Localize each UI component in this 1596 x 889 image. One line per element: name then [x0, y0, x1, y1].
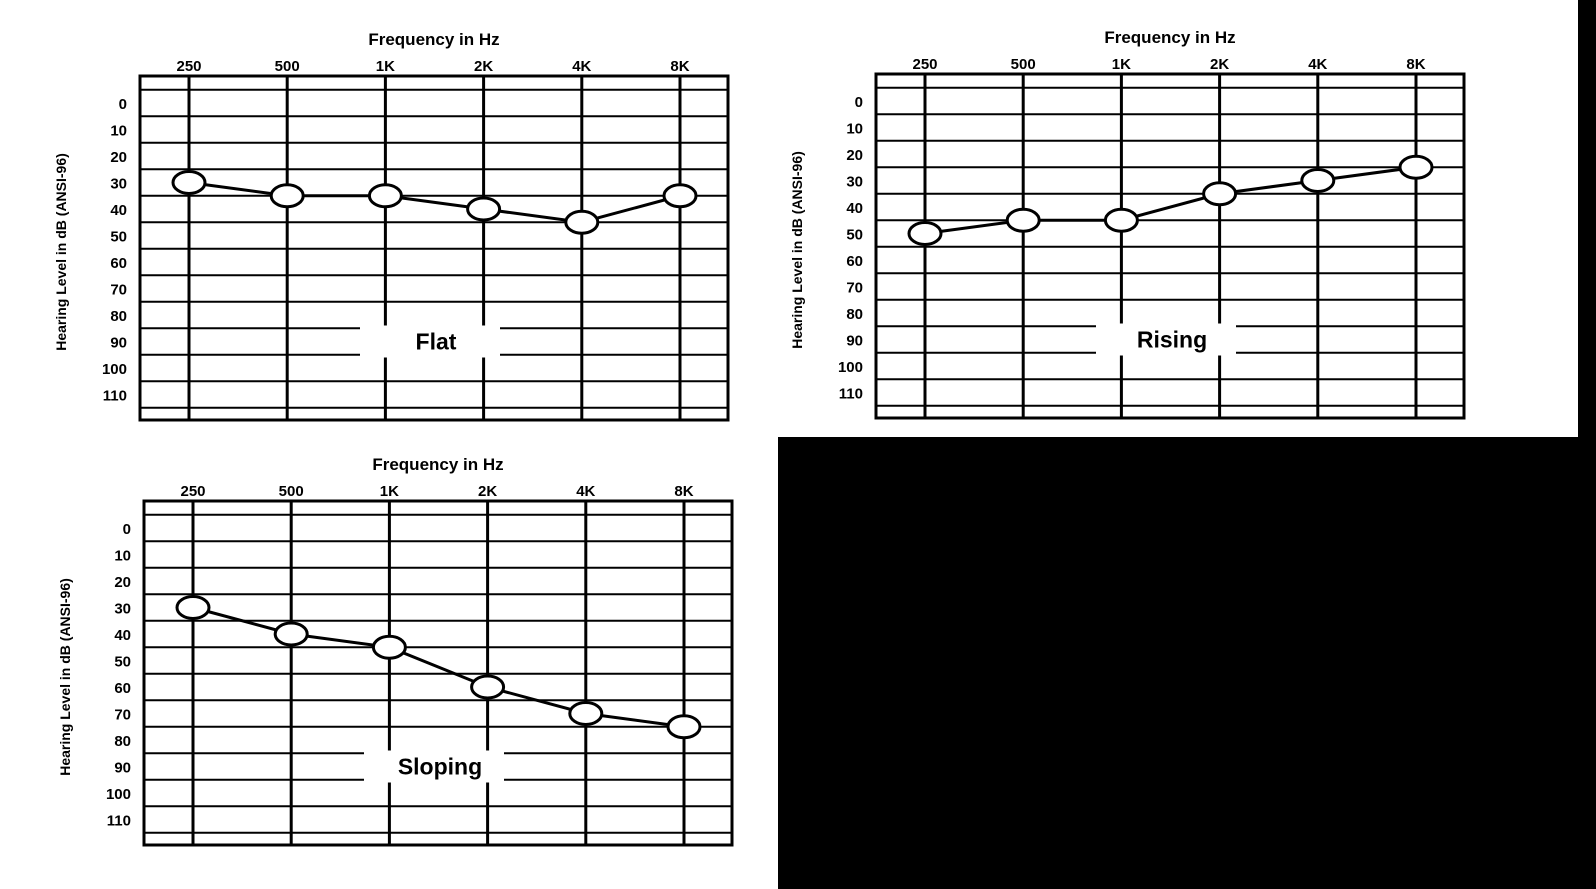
pattern-label: Sloping: [398, 754, 482, 780]
y-tick-label: 40: [110, 202, 127, 219]
y-tick-label: 100: [838, 359, 863, 376]
y-tick-label: 0: [855, 94, 863, 111]
y-tick-label: 0: [119, 96, 127, 113]
plot-frame: [874, 72, 1466, 420]
y-tick-label: 0: [123, 521, 131, 538]
audiogram-svg: Frequency in Hz Hearing Level in dB (ANSI…: [53, 30, 730, 422]
blacked-out-edge: [1578, 0, 1596, 437]
y-tick-label: 40: [846, 200, 863, 217]
chart-title: Frequency in Hz: [368, 30, 499, 49]
y-tick-label: 60: [110, 255, 127, 272]
plot-frame: [142, 499, 734, 847]
data-point-marker: [273, 621, 309, 647]
y-tick-label: 100: [106, 786, 131, 803]
y-tick-label: 10: [110, 123, 127, 140]
audiogram-rising: Frequency in Hz Hearing Level in dB (ANSI…: [736, 0, 1516, 428]
y-tick-label: 30: [846, 174, 863, 191]
y-tick-label: 60: [114, 680, 131, 697]
data-point-marker: [371, 634, 407, 660]
y-tick-label: 50: [110, 229, 127, 246]
x-tick-label: 500: [1011, 56, 1036, 73]
plot-frame: [138, 74, 730, 422]
y-tick-label: 40: [114, 627, 131, 644]
y-tick-label: 80: [110, 308, 127, 325]
audiogram-svg: Frequency in Hz Hearing Level in dB (ANSI…: [57, 455, 734, 847]
y-tick-label: 20: [110, 149, 127, 166]
y-axis-label: Hearing Level in dB (ANSI-96): [789, 151, 805, 349]
series-line: [188, 181, 681, 224]
chart-title: Frequency in Hz: [372, 455, 503, 474]
y-tick-label: 30: [110, 176, 127, 193]
data-point-marker: [666, 714, 702, 740]
pattern-label: Flat: [416, 329, 457, 355]
y-tick-label: 70: [846, 280, 863, 297]
data-point-marker: [907, 221, 943, 246]
audiogram-svg: Frequency in Hz Hearing Level in dB (ANSI…: [789, 28, 1466, 420]
audiogram-flat: Frequency in Hz Hearing Level in dB (ANSI…: [0, 0, 780, 430]
y-tick-label: 90: [846, 333, 863, 350]
data-point-marker: [1398, 154, 1434, 180]
y-tick-label: 80: [114, 733, 131, 750]
data-point-marker: [175, 595, 211, 620]
audiogram-sloping: Frequency in Hz Hearing Level in dB (ANSI…: [4, 425, 784, 855]
y-tick-label: 100: [102, 361, 127, 378]
y-tick-label: 50: [846, 227, 863, 244]
x-tick-label: 500: [275, 58, 300, 75]
annotation-backdrop: [364, 750, 504, 783]
y-tick-label: 110: [839, 386, 863, 403]
x-tick-label: 250: [912, 56, 937, 73]
y-axis-label: Hearing Level in dB (ANSI-96): [53, 153, 69, 351]
y-tick-label: 90: [110, 335, 127, 352]
data-point-marker: [171, 170, 207, 195]
pattern-label: Rising: [1137, 327, 1207, 353]
series-line: [192, 606, 685, 729]
data-point-marker: [367, 183, 403, 209]
x-tick-label: 2K: [474, 58, 493, 75]
x-tick-label: 8K: [674, 483, 693, 500]
data-point-marker: [1202, 181, 1238, 207]
x-tick-label: 4K: [572, 58, 591, 75]
y-tick-label: 110: [107, 813, 131, 830]
x-tick-label: 250: [176, 58, 201, 75]
data-point-marker: [1103, 207, 1139, 233]
x-tick-label: 2K: [478, 483, 497, 500]
x-tick-label: 4K: [576, 483, 595, 500]
x-tick-label: 8K: [670, 58, 689, 75]
y-tick-label: 20: [114, 574, 131, 591]
y-tick-label: 20: [846, 147, 863, 164]
y-tick-label: 70: [110, 282, 127, 299]
y-tick-label: 90: [114, 760, 131, 777]
annotation-backdrop: [360, 325, 500, 358]
y-tick-label: 10: [846, 121, 863, 138]
x-tick-label: 500: [279, 483, 304, 500]
y-tick-label: 30: [114, 601, 131, 618]
blacked-out-region: [778, 437, 1596, 889]
data-point-marker: [1300, 168, 1336, 193]
data-point-marker: [470, 674, 506, 700]
x-tick-label: 250: [180, 483, 205, 500]
x-tick-label: 1K: [380, 483, 399, 500]
series-line: [924, 165, 1417, 235]
y-tick-label: 80: [846, 306, 863, 323]
y-tick-label: 10: [114, 548, 131, 565]
data-point-marker: [1005, 207, 1041, 233]
y-tick-label: 110: [103, 388, 127, 405]
x-tick-label: 8K: [1406, 56, 1425, 73]
y-tick-label: 50: [114, 654, 131, 671]
chart-title: Frequency in Hz: [1104, 28, 1235, 47]
x-tick-label: 1K: [376, 58, 395, 75]
x-tick-label: 1K: [1112, 56, 1131, 73]
annotation-backdrop: [1096, 323, 1236, 356]
y-axis-label: Hearing Level in dB (ANSI-96): [57, 578, 73, 776]
x-tick-label: 2K: [1210, 56, 1229, 73]
data-point-marker: [568, 701, 604, 726]
data-point-marker: [662, 183, 698, 209]
y-tick-label: 60: [846, 253, 863, 270]
data-point-marker: [466, 196, 502, 222]
data-point-marker: [269, 183, 305, 209]
data-point-marker: [564, 209, 600, 235]
y-tick-label: 70: [114, 707, 131, 724]
x-tick-label: 4K: [1308, 56, 1327, 73]
